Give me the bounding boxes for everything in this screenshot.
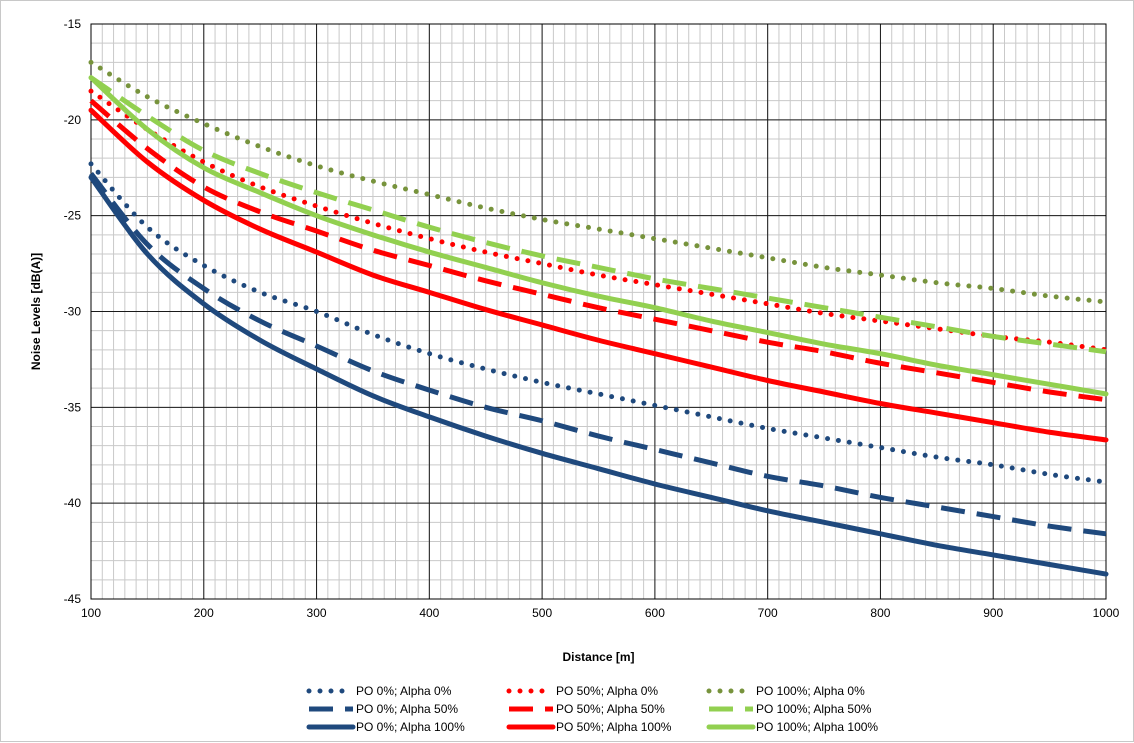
legend-label: PO 50%; Alpha 0% [556, 684, 658, 698]
legend-label: PO 100%; Alpha 0% [756, 684, 865, 698]
legend-label: PO 50%; Alpha 50% [556, 702, 665, 716]
legend-label: PO 50%; Alpha 100% [556, 720, 672, 734]
series-line-9 [88, 75, 1109, 397]
legend-item: PO 50%; Alpha 0% [506, 684, 658, 698]
legend-item: PO 100%; Alpha 50% [709, 702, 872, 716]
legend-item: PO 0%; Alpha 0% [306, 684, 452, 698]
legend-label: PO 100%; Alpha 100% [756, 720, 878, 734]
x-tick-label: 500 [532, 606, 552, 620]
legend: PO 0%; Alpha 0% PO 0%; Alpha 50% PO 0%; Al… [306, 684, 878, 734]
series-line-2 [89, 171, 1107, 537]
legend-item: PO 100%; Alpha 100% [706, 720, 878, 734]
legend-label: PO 0%; Alpha 50% [356, 702, 458, 716]
x-tick-label: 1000 [1093, 606, 1120, 620]
series-line-5 [89, 98, 1107, 403]
y-axis-title: Noise Levels [dB(A)] [29, 253, 43, 370]
series-line-3 [88, 174, 1109, 577]
x-tick-label: 400 [419, 606, 439, 620]
y-tick-label: -45 [64, 592, 82, 606]
x-tick-label: 600 [645, 606, 665, 620]
legend-item: PO 0%; Alpha 100% [306, 720, 465, 734]
series-line-7 [88, 59, 1109, 305]
legend-item: PO 50%; Alpha 50% [509, 702, 665, 716]
series-lines [88, 59, 1109, 577]
y-tick-label: -35 [64, 400, 82, 414]
legend-label: PO 0%; Alpha 0% [356, 684, 452, 698]
legend-item: PO 50%; Alpha 100% [506, 720, 672, 734]
y-tick-label: -15 [64, 17, 82, 31]
x-tick-label: 900 [983, 606, 1003, 620]
plot-frame [90, 23, 1107, 600]
y-tick-label: -25 [64, 209, 82, 223]
series-line-6 [88, 107, 1109, 443]
legend-label: PO 100%; Alpha 50% [756, 702, 872, 716]
y-tick-label: -20 [64, 113, 82, 127]
series-line-8 [89, 75, 1107, 355]
legend-item: PO 0%; Alpha 50% [309, 702, 458, 716]
legend-item: PO 100%; Alpha 0% [706, 684, 865, 698]
legend-label: PO 0%; Alpha 100% [356, 720, 465, 734]
x-tick-label: 100 [81, 606, 101, 620]
x-tick-label: 200 [194, 606, 214, 620]
series-line-1 [88, 161, 1109, 485]
x-tick-label: 300 [307, 606, 327, 620]
x-tick-label: 800 [870, 606, 890, 620]
y-tick-label: -40 [64, 496, 82, 510]
x-axis-title: Distance [m] [562, 650, 634, 664]
y-tick-label: -30 [64, 305, 82, 319]
x-tick-label: 700 [758, 606, 778, 620]
